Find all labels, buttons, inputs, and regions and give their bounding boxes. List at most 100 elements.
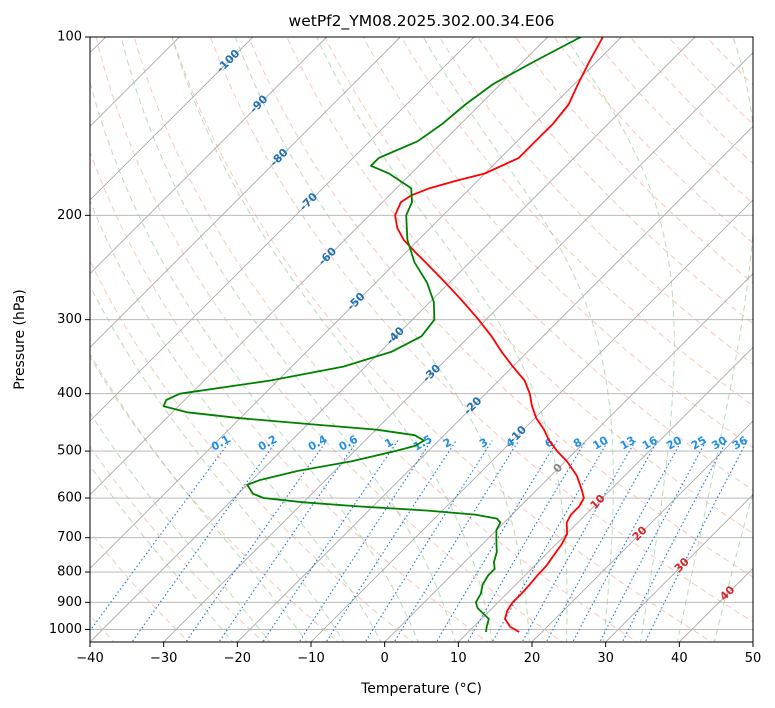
mixing-ratio-line-1 <box>131 440 278 642</box>
x-tick-label: −10 <box>297 651 324 666</box>
mixing-ratio-label: 16 <box>640 433 660 452</box>
moist-adiabat-4 <box>90 199 382 642</box>
mixing-ratio-label: 0.4 <box>306 432 330 453</box>
mixing-ratio-line-15 <box>599 440 707 642</box>
isotherm-label: 40 <box>717 583 737 603</box>
dewpoint-line <box>162 37 582 633</box>
x-tick-label: −20 <box>224 651 251 666</box>
dry-adiabat-6 <box>90 356 340 642</box>
mixing-ratio-label: 30 <box>709 433 729 452</box>
mixing-ratio-label: 3 <box>477 436 490 451</box>
y-tick-label: 700 <box>57 530 82 545</box>
x-tick-label: 10 <box>450 651 467 666</box>
y-tick-label: 800 <box>57 565 82 580</box>
dry-adiabat-5 <box>90 445 265 642</box>
isotherm-line <box>531 420 753 642</box>
chart-title: wetPf2_YM08.2025.302.00.34.E06 <box>289 12 555 31</box>
mixing-ratio-line-13 <box>545 440 659 642</box>
plot-area: 0.1 0.2 0.4 0.6 1 1.5 2 3 4 6 8 10 13 16 20 25 30 36-100-… <box>90 37 753 642</box>
mixing-ratio-line-6 <box>325 440 457 642</box>
y-tick-label: 600 <box>57 491 82 506</box>
mixing-ratio-lines <box>90 440 748 642</box>
x-tick-label: 30 <box>597 651 614 666</box>
isotherm-line <box>90 37 254 201</box>
x-axis-title: Temperature (°C) <box>360 681 482 697</box>
y-tick-label: 300 <box>57 312 82 327</box>
mixing-ratio-line-17 <box>644 440 748 642</box>
y-tick-label: 100 <box>57 30 82 45</box>
moist-adiabat-5 <box>90 80 419 642</box>
isopleth-labels: 0.1 0.2 0.4 0.6 1 1.5 2 3 4 6 8 10 13 16 20 25 30 36-100-… <box>209 47 750 604</box>
mixing-ratio-line-7 <box>364 440 493 642</box>
mixing-ratio-label: 25 <box>689 434 709 453</box>
isotherm-line <box>90 37 696 642</box>
temperature-line <box>394 37 604 633</box>
moist-adiabat-0 <box>90 464 234 642</box>
mixing-ratio-line-2 <box>185 440 328 642</box>
x-tick-label: −30 <box>150 651 177 666</box>
isotherm-label: -70 <box>297 190 320 213</box>
isotherm-line <box>237 125 753 642</box>
moist-adiabat-7 <box>171 37 493 642</box>
dry-adiabat-18 <box>438 37 753 366</box>
mixing-ratio-label: 20 <box>664 433 684 452</box>
x-tick-label: 40 <box>671 651 688 666</box>
isotherm-line <box>90 37 548 496</box>
dry-adiabat-10 <box>133 37 638 642</box>
mixing-ratio-line-14 <box>572 440 683 642</box>
y-tick-label: 200 <box>57 208 82 223</box>
dry-adiabat-14 <box>286 37 753 534</box>
isotherm-line <box>384 273 753 642</box>
x-axis: −40 −30 −20 −10 0 10 20 30 40 50 <box>76 642 761 666</box>
mixing-ratio-line-12 <box>521 440 637 642</box>
isotherm-label: 0 <box>551 461 566 476</box>
isotherm-label: -50 <box>344 290 367 313</box>
x-tick-label: 50 <box>745 651 762 666</box>
isotherm-line <box>163 52 753 642</box>
mixing-ratio-line-10 <box>466 440 587 642</box>
x-tick-label: −40 <box>76 651 103 666</box>
isotherm-line <box>458 346 753 642</box>
moist-adiabat-1 <box>90 411 271 642</box>
y-axis-title: Pressure (hPa) <box>12 289 28 389</box>
dry-adiabat-4 <box>90 531 190 642</box>
isotherm-line <box>679 567 753 642</box>
mixing-ratio-label: 1 <box>382 436 395 451</box>
isotherm-label: -60 <box>316 245 339 268</box>
isotherm-label: -100 <box>214 47 243 76</box>
isotherm-line <box>752 641 753 642</box>
isotherm-line <box>90 37 327 275</box>
isotherm-line <box>90 37 475 422</box>
y-tick-label: 500 <box>57 444 82 459</box>
sounding-series <box>162 37 604 633</box>
moist-adiabat-13 <box>713 490 753 642</box>
moist-adiabat-2 <box>90 353 308 642</box>
mixing-ratio-line-5 <box>298 440 432 642</box>
plot-frame <box>89 36 754 643</box>
mixing-ratio-label: 2 <box>441 436 454 451</box>
mixing-ratio-line-11 <box>491 440 609 642</box>
y-tick-label: 1000 <box>49 622 82 637</box>
isotherm-label: -20 <box>461 394 484 417</box>
moist-adiabat-8 <box>234 37 530 642</box>
mixing-ratio-line-16 <box>621 440 728 642</box>
dry-adiabat-7 <box>90 259 414 642</box>
mixing-ratio-line-8 <box>393 440 520 642</box>
isotherm-label: 20 <box>630 523 650 543</box>
moist-adiabat-10 <box>422 37 614 642</box>
isotherm-line <box>90 37 622 569</box>
y-tick-label: 900 <box>57 595 82 610</box>
isotherm-line <box>605 494 753 642</box>
dry-adiabat-20 <box>515 37 753 284</box>
dry-adiabat-19 <box>477 37 753 325</box>
isotherms <box>90 37 753 642</box>
isotherm-label: -90 <box>247 92 270 115</box>
pressure-gridlines <box>90 37 753 630</box>
dry-adiabat-8 <box>90 150 489 642</box>
y-tick-label: 400 <box>57 386 82 401</box>
mixing-ratio-label: 0.1 <box>209 433 232 454</box>
moist-adiabat-3 <box>90 284 345 642</box>
mixing-ratio-label: 10 <box>591 433 611 452</box>
mixing-ratio-line-9 <box>435 440 558 642</box>
